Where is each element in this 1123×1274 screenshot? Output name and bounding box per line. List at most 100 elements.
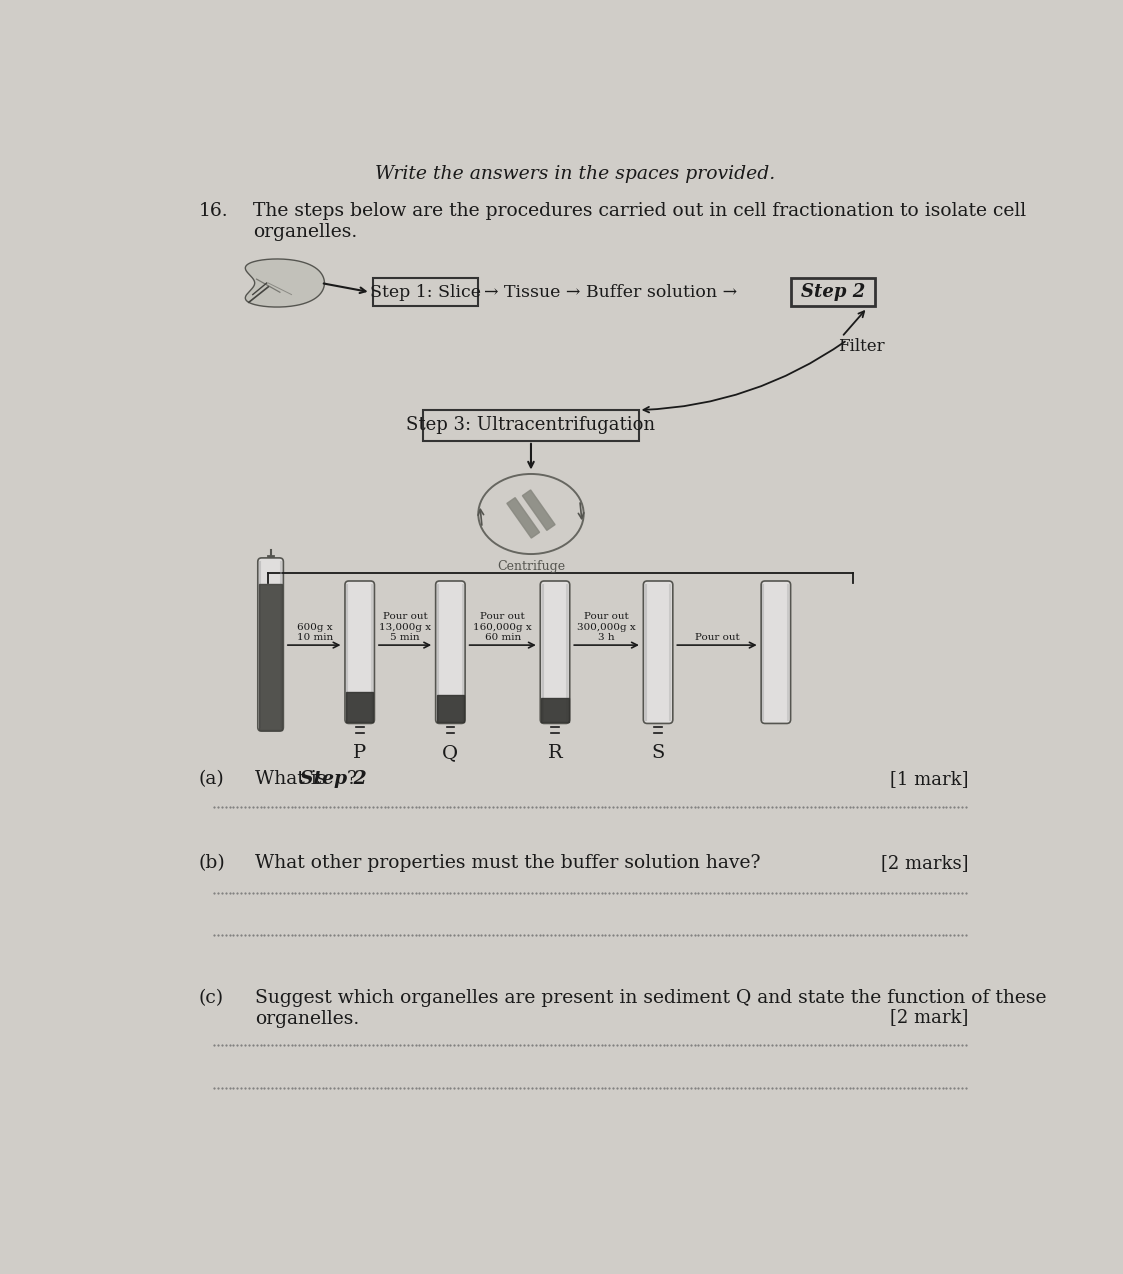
Point: [914, 1078, 932, 1098]
Point: [949, 796, 967, 817]
Point: [414, 925, 432, 945]
Text: Suggest which organelles are present in sediment Q and state the function of the: Suggest which organelles are present in …: [255, 989, 1047, 1028]
Point: [225, 796, 243, 817]
Point: [530, 925, 548, 945]
Point: [883, 925, 901, 945]
Point: [500, 796, 518, 817]
Text: (a): (a): [199, 769, 225, 787]
Point: [569, 1034, 587, 1055]
Point: [783, 1034, 801, 1055]
Point: [751, 796, 769, 817]
Point: [751, 1078, 769, 1098]
Point: [608, 796, 626, 817]
Point: [271, 1034, 289, 1055]
Point: [375, 796, 393, 817]
Point: [805, 883, 823, 903]
Point: [647, 1034, 665, 1055]
Point: [542, 1078, 560, 1098]
Point: [953, 1078, 971, 1098]
Point: [554, 925, 572, 945]
Point: [318, 796, 336, 817]
Point: [248, 925, 266, 945]
Point: [615, 796, 633, 817]
Point: [810, 1034, 828, 1055]
Point: [623, 883, 641, 903]
Point: [763, 796, 780, 817]
Point: [852, 1078, 870, 1098]
Point: [957, 925, 975, 945]
Point: [217, 925, 235, 945]
Point: [484, 925, 502, 945]
Point: [542, 796, 560, 817]
Point: [716, 1078, 734, 1098]
Point: [852, 925, 870, 945]
Point: [530, 1034, 548, 1055]
Point: [879, 796, 897, 817]
Point: [917, 925, 935, 945]
Point: [487, 1034, 505, 1055]
Point: [786, 1078, 804, 1098]
Point: [449, 883, 467, 903]
Point: [941, 1078, 959, 1098]
Point: [655, 796, 673, 817]
Point: [763, 1034, 780, 1055]
Point: [527, 1034, 545, 1055]
Point: [674, 1034, 692, 1055]
Point: [542, 925, 560, 945]
Point: [639, 1034, 657, 1055]
Point: [225, 1034, 243, 1055]
Point: [604, 796, 622, 817]
Point: [460, 1034, 478, 1055]
Point: [255, 796, 273, 817]
Point: [636, 925, 654, 945]
Point: [445, 1034, 463, 1055]
Point: [240, 925, 258, 945]
Point: [259, 925, 277, 945]
Point: [453, 925, 471, 945]
Point: [321, 1034, 339, 1055]
Point: [228, 796, 246, 817]
FancyBboxPatch shape: [792, 279, 875, 306]
Point: [821, 1034, 839, 1055]
Point: [263, 796, 281, 817]
Point: [569, 1078, 587, 1098]
Point: [403, 925, 421, 945]
Point: [840, 925, 858, 945]
Point: [279, 796, 296, 817]
Point: [724, 883, 742, 903]
Point: [535, 1034, 553, 1055]
Point: [871, 1078, 889, 1098]
Point: [709, 1034, 727, 1055]
Point: [387, 925, 405, 945]
Point: [658, 883, 676, 903]
Point: [775, 883, 793, 903]
Point: [844, 1078, 862, 1098]
Text: Step 1: Slice: Step 1: Slice: [369, 284, 481, 301]
Point: [360, 796, 378, 817]
Point: [356, 1034, 374, 1055]
Point: [751, 925, 769, 945]
Point: [601, 883, 619, 903]
Point: [321, 1078, 339, 1098]
Point: [612, 925, 630, 945]
Point: [275, 1078, 293, 1098]
Point: [228, 1034, 246, 1055]
Point: [418, 1078, 436, 1098]
Point: [220, 796, 238, 817]
Point: [818, 883, 836, 903]
Point: [682, 796, 700, 817]
Point: [515, 1034, 533, 1055]
Point: [558, 883, 576, 903]
Point: [337, 925, 355, 945]
Point: [329, 883, 347, 903]
Point: [844, 925, 862, 945]
Point: [318, 883, 336, 903]
Point: [271, 883, 289, 903]
Point: [922, 796, 940, 817]
Point: [329, 796, 347, 817]
Point: [426, 1034, 444, 1055]
Point: [856, 796, 874, 817]
Point: [248, 883, 266, 903]
Point: [332, 883, 350, 903]
Point: [946, 1078, 964, 1098]
